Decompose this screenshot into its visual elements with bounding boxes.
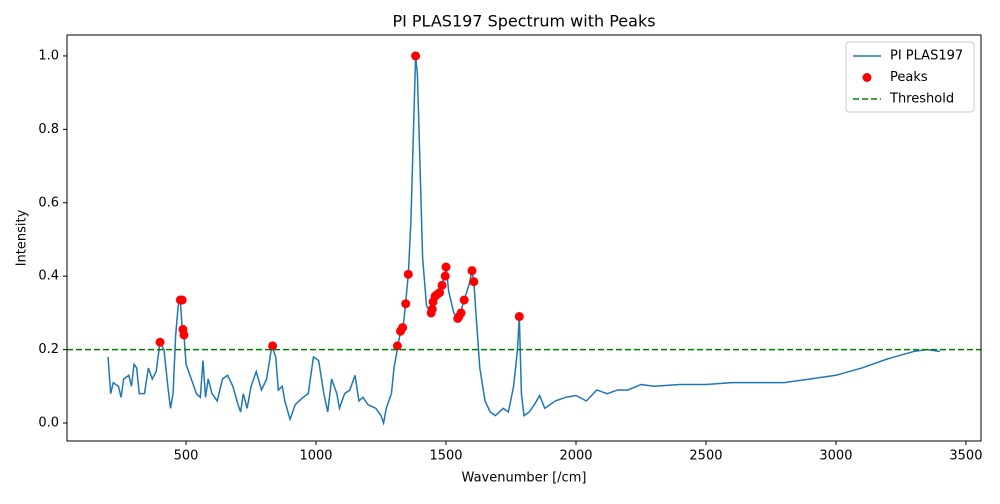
- peak-marker: [514, 312, 524, 322]
- y-axis-label: Intensity: [15, 209, 30, 266]
- x-tick-label: 500: [174, 449, 199, 464]
- plot-area: [67, 51, 981, 426]
- x-tick-label: 3500: [949, 449, 982, 464]
- y-tick-label: 0.8: [38, 122, 59, 137]
- legend-label: PI PLAS197: [890, 49, 963, 64]
- peak-marker: [459, 295, 469, 305]
- peak-marker: [268, 341, 278, 351]
- legend-box: [845, 41, 975, 113]
- y-tick-label: 0.0: [38, 416, 59, 431]
- peak-marker: [177, 295, 187, 305]
- y-tick-label: 1.0: [38, 48, 59, 63]
- x-axis-label: Wavenumber [/cm]: [462, 471, 587, 486]
- x-tick-label: 1500: [429, 449, 462, 464]
- y-tick-label: 0.4: [38, 269, 59, 284]
- peak-marker: [440, 271, 450, 281]
- legend-label: Threshold: [889, 92, 954, 107]
- peak-marker: [403, 269, 413, 279]
- peak-marker: [427, 304, 437, 314]
- y-tick-label: 0.2: [38, 342, 59, 357]
- legend-marker: [862, 73, 872, 82]
- peak-marker: [469, 277, 479, 287]
- y-tick-label: 0.6: [38, 195, 59, 210]
- peak-marker: [392, 341, 402, 351]
- peak-marker: [398, 323, 408, 333]
- peak-marker: [155, 337, 165, 347]
- x-tick-label: 2000: [559, 449, 592, 464]
- spectrum-line: [107, 55, 941, 426]
- axes-frame: [66, 34, 982, 442]
- peak-marker: [435, 288, 445, 298]
- legend-label: Peaks: [890, 70, 928, 85]
- chart-title: PI PLAS197 Spectrum with Peaks: [392, 12, 655, 31]
- peak-marker: [401, 299, 411, 309]
- peak-marker: [411, 51, 421, 61]
- x-tick-label: 1000: [299, 449, 332, 464]
- peak-marker: [437, 280, 447, 290]
- peak-marker: [441, 262, 451, 272]
- peak-marker: [467, 266, 477, 276]
- x-tick-label: 2500: [689, 449, 722, 464]
- peak-marker: [456, 308, 466, 318]
- peak-marker: [179, 330, 189, 340]
- x-tick-label: 3000: [819, 449, 852, 464]
